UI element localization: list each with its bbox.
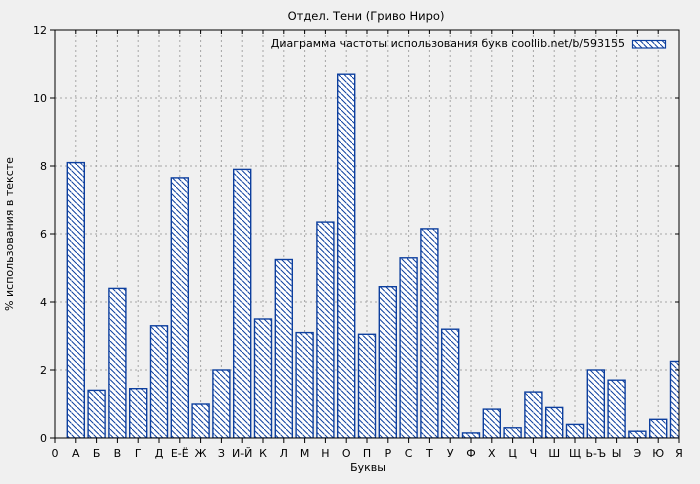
x-tick-label: Ь-Ъ (585, 447, 606, 460)
x-tick-label: Р (384, 447, 391, 460)
y-tick-label: 12 (33, 24, 47, 37)
bar-Ц (503, 427, 522, 438)
x-tick-label: Ж (195, 447, 207, 460)
bar-У (441, 328, 460, 438)
x-tick-label: О (342, 447, 351, 460)
bar-З (212, 369, 231, 438)
bar-Ф (461, 432, 481, 438)
x-tick-label: Ю (652, 447, 664, 460)
bar-Д (149, 325, 169, 438)
bar-П (357, 333, 377, 438)
x-tick-label: Д (155, 447, 164, 460)
bar-Э (628, 430, 647, 438)
x-tick-label: Ш (548, 447, 560, 460)
bar-Б (87, 389, 106, 438)
bar-Щ (565, 423, 585, 438)
legend-label: Диаграмма частоты использования букв coo… (271, 37, 625, 50)
bar-Я (669, 360, 679, 438)
bar-Л (274, 258, 293, 438)
x-tick-label: Е-Ё (171, 447, 189, 460)
x-tick-label: Ф (466, 447, 475, 460)
x-axis-title: Буквы (350, 461, 386, 474)
x-tick-label: Я (675, 447, 683, 460)
bars (66, 73, 679, 438)
x-tick-label: Б (93, 447, 101, 460)
x-tick-label: И-Й (232, 447, 252, 460)
bar-В (108, 287, 127, 438)
y-tick-label: 10 (33, 92, 47, 105)
bar-И-Й (232, 168, 252, 438)
x-tick-label: М (300, 447, 310, 460)
bar-А (66, 161, 86, 438)
x-tick-label: Н (321, 447, 329, 460)
bar-Р (378, 286, 397, 438)
y-axis-title: % использования в тексте (3, 157, 16, 311)
chart-title: Отдел. Тени (Гриво Ниро) (288, 9, 445, 23)
bar-Г (128, 388, 148, 438)
bar-Т (420, 228, 439, 438)
x-tick-label: У (447, 447, 454, 460)
legend-swatch (631, 39, 667, 49)
bar-Ж (191, 403, 210, 438)
bar-Н (316, 221, 335, 438)
x-tick-label: Г (135, 447, 142, 460)
y-tick-label: 0 (40, 432, 47, 445)
y-tick-label: 6 (40, 228, 47, 241)
y-tick-label: 8 (40, 160, 47, 173)
bar-К (253, 318, 273, 438)
x-tick-label: В (114, 447, 122, 460)
x-tick-label: Э (634, 447, 642, 460)
x-tick-label: Щ (569, 447, 581, 460)
bar-М (295, 331, 314, 438)
axis-ticks (50, 29, 680, 443)
bar-Ы (607, 379, 626, 438)
x-tick-label-origin: 0 (52, 447, 59, 460)
x-tick-label: С (405, 447, 413, 460)
bar-О (337, 73, 356, 438)
bar-Х (482, 408, 501, 438)
bar-Ь-Ъ (586, 369, 605, 438)
bar-Ч (524, 391, 543, 438)
x-tick-label: Ы (612, 447, 622, 460)
x-tick-label: Л (280, 447, 288, 460)
x-tick-label: А (72, 447, 80, 460)
x-tick-label: Ц (508, 447, 517, 460)
bar-Ш (545, 406, 564, 438)
x-tick-label: Ч (530, 447, 538, 460)
x-tick-label: З (218, 447, 225, 460)
x-tick-label: Т (425, 447, 433, 460)
x-tick-label: Х (488, 447, 496, 460)
bar-Ю (649, 418, 668, 438)
x-tick-label: П (363, 447, 371, 460)
y-tick-label: 4 (40, 296, 47, 309)
y-tick-label: 2 (40, 364, 47, 377)
bar-Е-Ё (170, 177, 190, 438)
x-tick-label: К (259, 447, 267, 460)
bar-С (399, 257, 418, 438)
